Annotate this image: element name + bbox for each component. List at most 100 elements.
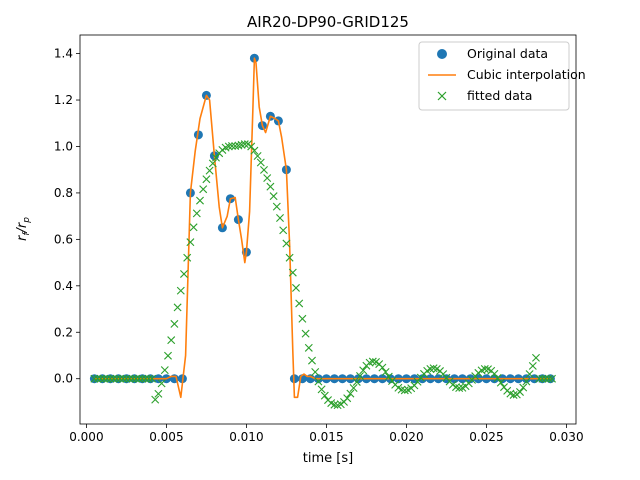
fitted-marker-stroke — [455, 384, 464, 392]
fitted-marker-stroke — [548, 374, 556, 383]
fitted-marker-stroke — [272, 202, 281, 211]
fitted-data-point — [308, 356, 316, 365]
fitted-data-point — [381, 367, 390, 376]
fitted-data-point — [122, 374, 131, 383]
fitted-marker-stroke — [426, 364, 435, 373]
fitted-data-point — [295, 299, 304, 308]
fitted-data-point — [138, 374, 147, 383]
fitted-marker-stroke — [538, 374, 547, 383]
fitted-marker-stroke — [119, 374, 128, 383]
fitted-marker-stroke — [311, 367, 320, 376]
y-tick-label: 0.8 — [54, 186, 73, 200]
x-tick-label: 0.010 — [229, 430, 263, 444]
fitted-marker-stroke — [141, 374, 150, 383]
fitted-data-point — [176, 286, 185, 295]
fitted-marker-stroke — [202, 175, 211, 184]
fitted-data-point — [535, 374, 544, 383]
fitted-marker-stroke — [490, 369, 499, 378]
fitted-data-point — [330, 400, 339, 409]
fitted-marker-stroke — [186, 238, 195, 247]
fitted-marker-stroke — [250, 146, 259, 155]
fitted-marker-stroke — [228, 142, 236, 150]
fitted-marker-stroke — [349, 384, 358, 392]
fitted-marker-stroke — [208, 159, 217, 168]
legend-label-original: Original data — [467, 46, 548, 61]
y-axis-label: rf/rp — [15, 217, 32, 241]
fitted-marker-stroke — [240, 140, 249, 149]
fitted-marker-stroke — [157, 379, 166, 388]
fitted-data-point — [301, 329, 310, 338]
fitted-marker-stroke — [285, 253, 294, 262]
fitted-data-point — [349, 384, 358, 392]
fitted-marker-stroke — [352, 377, 361, 386]
cubic-interpolation-line — [94, 57, 551, 399]
y-tick-label: 0.4 — [54, 279, 73, 293]
fitted-marker-stroke — [173, 303, 182, 312]
fitted-marker-stroke — [452, 383, 460, 392]
fitted-data-point — [93, 374, 102, 383]
fitted-data-point — [164, 351, 172, 360]
fitted-marker-stroke — [378, 363, 387, 372]
fitted-marker-stroke — [317, 385, 326, 394]
fitted-data-point — [359, 366, 368, 375]
fitted-data-point — [282, 239, 291, 248]
fitted-data-point — [132, 374, 140, 383]
fitted-data-point — [128, 374, 137, 383]
fitted-data-point — [356, 371, 364, 380]
x-ticks: 0.000 0.005 0.010 0.015 0.020 0.025 0.030 — [69, 424, 584, 444]
fitted-data-point — [205, 166, 214, 175]
fitted-data-point — [400, 386, 409, 395]
fitted-data-point — [148, 374, 156, 383]
y-tick-label: 1.2 — [54, 93, 73, 107]
fitted-data-point — [260, 165, 268, 174]
fitted-data-point — [202, 175, 211, 184]
y-tick-label: 0.6 — [54, 232, 73, 246]
fitted-marker-stroke — [532, 353, 540, 362]
fitted-marker-stroke — [544, 374, 553, 383]
fitted-marker-stroke — [484, 365, 492, 374]
fitted-data-point — [144, 374, 153, 383]
fitted-data-point — [279, 226, 288, 235]
fitted-data-point — [250, 146, 259, 155]
fitted-data-point — [141, 374, 150, 383]
fitted-marker-stroke — [535, 374, 544, 383]
fitted-data-point — [346, 389, 355, 398]
fitted-data-point — [538, 374, 547, 383]
fitted-data-point — [525, 370, 534, 379]
fitted-data-point — [509, 390, 518, 399]
fitted-marker-stroke — [212, 153, 220, 162]
fitted-data-point — [522, 377, 531, 386]
fitted-marker-stroke — [234, 141, 243, 150]
legend-label-cubic: Cubic interpolation — [467, 67, 586, 82]
legend-entry-fitted: fitted data — [437, 88, 532, 103]
fitted-data-point — [109, 374, 118, 383]
fitted-marker-stroke — [253, 152, 262, 160]
fitted-marker-stroke — [372, 358, 380, 366]
series-layer — [89, 53, 556, 410]
fitted-marker-stroke — [148, 374, 156, 383]
fitted-marker-stroke — [279, 226, 288, 235]
fitted-data-point — [378, 363, 387, 372]
fitted-marker-stroke — [138, 374, 147, 383]
fitted-marker-stroke — [496, 378, 505, 387]
legend-marker-original — [437, 49, 447, 59]
fitted-data-point — [160, 366, 169, 375]
fitted-data-point — [112, 374, 121, 383]
y-tick-label: 1.0 — [54, 139, 73, 153]
fitted-data-point — [493, 374, 502, 383]
fitted-data-point — [196, 196, 204, 205]
fitted-data-point — [173, 303, 182, 312]
fitted-marker-stroke — [231, 142, 240, 150]
fitted-data-point — [231, 142, 240, 150]
chart-title: AIR20-DP90-GRID125 — [247, 13, 409, 31]
fitted-data-point — [167, 336, 176, 345]
fitted-data-point — [90, 374, 99, 383]
fitted-data-point — [528, 361, 537, 370]
fitted-marker-stroke — [93, 374, 102, 383]
fitted-data-point — [304, 343, 313, 352]
fitted-marker-stroke — [122, 374, 131, 383]
fitted-marker-stroke — [164, 351, 172, 360]
fitted-marker-stroke — [170, 319, 179, 328]
legend-frame — [418, 41, 570, 111]
